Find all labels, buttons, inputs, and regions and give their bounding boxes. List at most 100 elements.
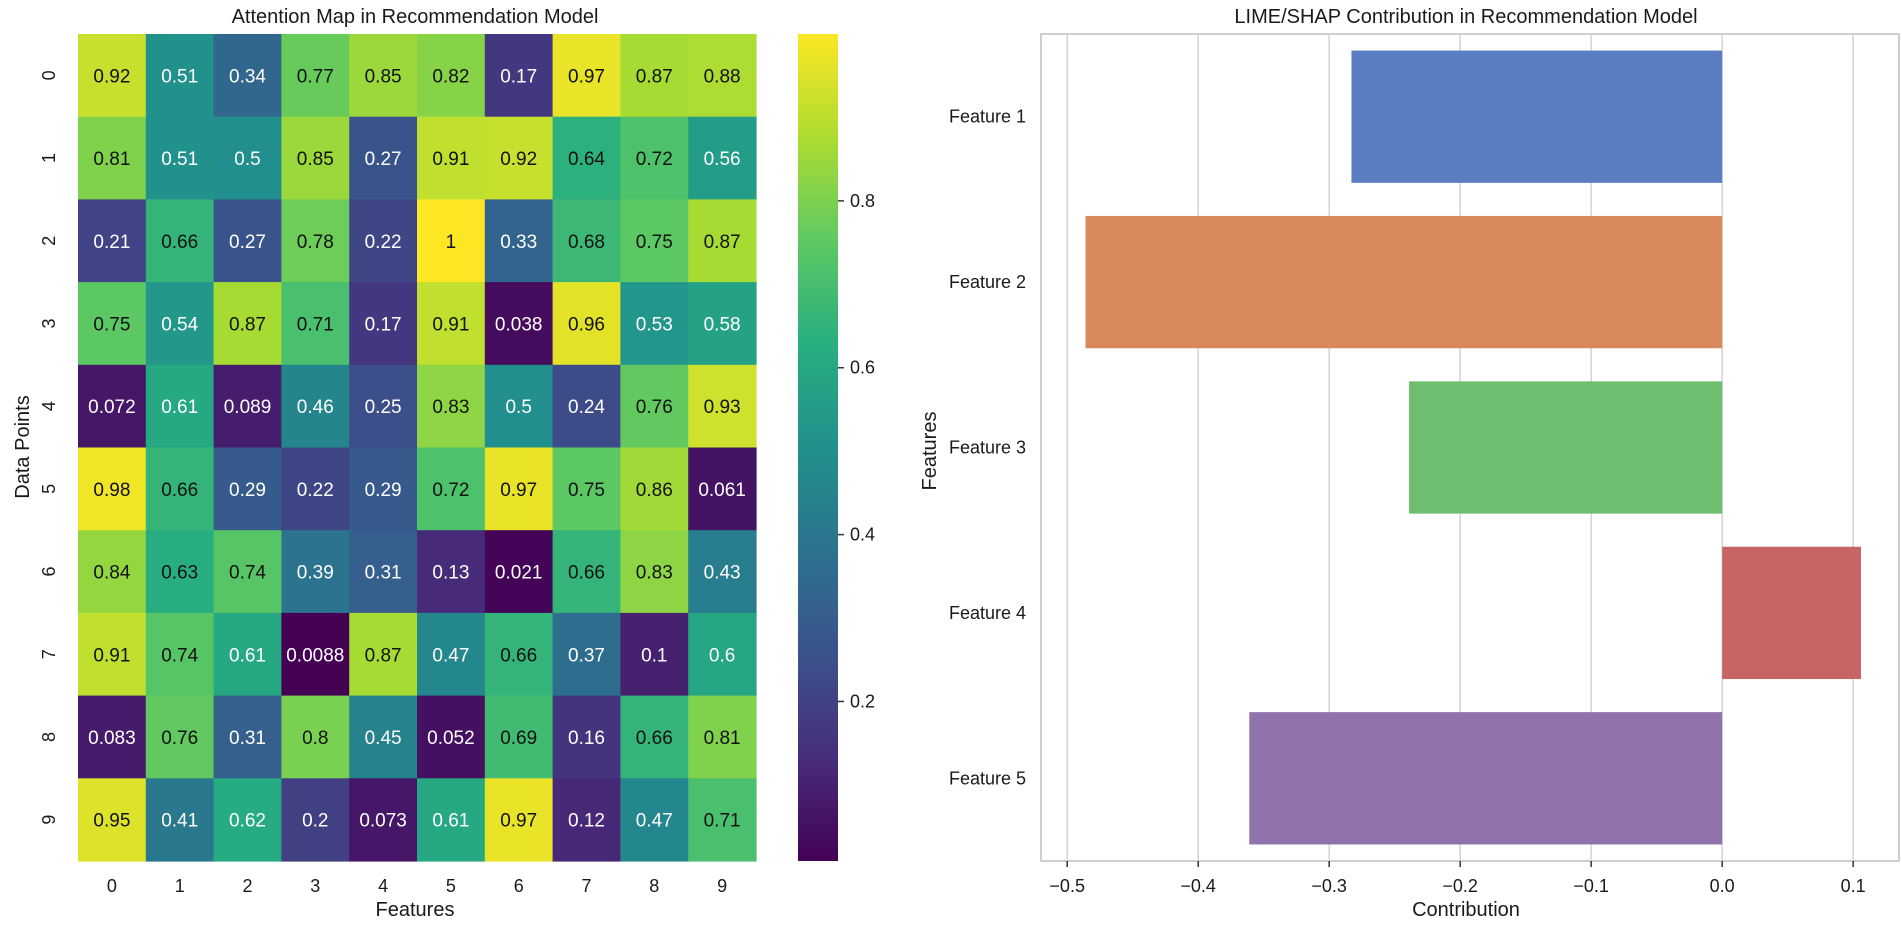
heatmap-cell-label: 0.5 bbox=[505, 397, 531, 418]
heatmap-cell bbox=[213, 530, 282, 614]
heatmap-cell-label: 0.13 bbox=[432, 563, 469, 584]
heatmap-y-tick-label: 9 bbox=[39, 815, 59, 825]
heatmap-cell bbox=[417, 447, 486, 531]
heatmap-cell bbox=[552, 447, 621, 531]
heatmap-cell-label: 0.16 bbox=[568, 728, 605, 749]
heatmap-cell bbox=[349, 34, 418, 118]
heatmap-y-tick-label: 5 bbox=[39, 484, 59, 494]
heatmap-cell-label: 0.47 bbox=[432, 645, 469, 666]
heatmap-cell bbox=[688, 447, 757, 531]
heatmap-y-ticks: 0 1 2 3 4 5 6 7 8 9 bbox=[39, 70, 59, 824]
heatmap-cell-label: 0.58 bbox=[704, 314, 741, 335]
heatmap-cell-label: 0.86 bbox=[636, 480, 673, 501]
heatmap-cell-label: 0.81 bbox=[93, 149, 130, 170]
heatmap-cell-label: 0.83 bbox=[432, 397, 469, 418]
heatmap-cell-label: 0.061 bbox=[698, 480, 746, 501]
heatmap-cell bbox=[417, 612, 486, 697]
heatmap-cell bbox=[688, 778, 757, 862]
heatmap-cell bbox=[281, 282, 350, 366]
heatmap-cell-label: 0.87 bbox=[704, 232, 741, 253]
heatmap-cell bbox=[281, 199, 350, 283]
heatmap-cell bbox=[349, 116, 418, 200]
heatmap-cell-label: 0.6 bbox=[709, 645, 735, 666]
heatmap-cell bbox=[552, 116, 621, 200]
heatmap-cell-label: 0.61 bbox=[432, 811, 469, 832]
heatmap-cell-label: 0.83 bbox=[636, 563, 673, 584]
colorbar-gradient bbox=[798, 34, 838, 861]
heatmap-cell-label: 0.85 bbox=[365, 66, 402, 87]
heatmap-cell bbox=[484, 282, 554, 366]
heatmap-cell-label: 0.21 bbox=[93, 232, 130, 253]
heatmap-cell bbox=[620, 695, 689, 779]
heatmap-cell-label: 0.39 bbox=[297, 563, 334, 584]
heatmap-cell-label: 0.93 bbox=[704, 397, 741, 418]
heatmap-cell-label: 0.56 bbox=[704, 149, 741, 170]
heatmap-cell-label: 0.24 bbox=[568, 397, 605, 418]
heatmap-cell-label: 0.72 bbox=[636, 149, 673, 170]
heatmap-cell bbox=[620, 530, 689, 614]
heatmap-cell bbox=[552, 34, 621, 118]
heatmap-cell-label: 0.37 bbox=[568, 645, 605, 666]
heatmap-cell-label: 0.92 bbox=[500, 149, 537, 170]
bar-chart-x-tick-label: −0.2 bbox=[1442, 876, 1478, 896]
heatmap-cell bbox=[688, 612, 757, 697]
heatmap-cell-label: 0.84 bbox=[93, 563, 130, 584]
heatmap-x-tick-label: 9 bbox=[717, 876, 727, 896]
heatmap-cell-label: 0.88 bbox=[704, 66, 741, 87]
heatmap-x-tick-label: 1 bbox=[175, 876, 185, 896]
colorbar-tick-label: 0.4 bbox=[850, 525, 875, 545]
heatmap-cell-label: 0.22 bbox=[365, 232, 402, 253]
bar-chart-y-tick-label: Feature 4 bbox=[949, 603, 1026, 623]
heatmap-cell-label: 0.91 bbox=[93, 645, 130, 666]
colorbar: 0.2 0.4 0.6 0.8 bbox=[798, 34, 875, 861]
heatmap-x-tick-label: 6 bbox=[514, 876, 524, 896]
bar-chart-x-tick-label: −0.4 bbox=[1180, 876, 1216, 896]
bar-chart-x-tick-label: 0.0 bbox=[1710, 876, 1735, 896]
heatmap-cell-label: 0.53 bbox=[636, 314, 673, 335]
heatmap-cell bbox=[281, 364, 350, 449]
heatmap-cell bbox=[78, 116, 147, 200]
heatmap-cell bbox=[281, 612, 350, 697]
heatmap-cell bbox=[484, 447, 554, 531]
heatmap-cell bbox=[213, 364, 282, 449]
heatmap-cell-label: 0.74 bbox=[229, 563, 266, 584]
heatmap-cell bbox=[213, 34, 282, 118]
heatmap-cell bbox=[78, 364, 147, 449]
heatmap-cell-label: 0.31 bbox=[229, 728, 266, 749]
heatmap-cell-label: 0.17 bbox=[500, 66, 537, 87]
heatmap-cell bbox=[484, 778, 554, 862]
heatmap-cell-label: 0.87 bbox=[229, 314, 266, 335]
heatmap-cell bbox=[281, 695, 350, 779]
heatmap-cell bbox=[552, 199, 621, 283]
heatmap-cell bbox=[688, 282, 757, 366]
heatmap-cell bbox=[349, 199, 418, 283]
heatmap-x-tick-label: 2 bbox=[242, 876, 252, 896]
heatmap-cell-label: 0.1 bbox=[641, 645, 667, 666]
heatmap-cell-label: 0.31 bbox=[365, 563, 402, 584]
heatmap-x-ticks: 0 1 2 3 4 5 6 7 8 9 bbox=[107, 876, 727, 896]
heatmap-cell-label: 0.97 bbox=[568, 66, 605, 87]
heatmap-cell bbox=[552, 612, 621, 697]
heatmap-panel: Attention Map in Recommendation Model 0.… bbox=[12, 6, 757, 921]
heatmap-x-label: Features bbox=[376, 899, 455, 921]
heatmap-cell bbox=[145, 282, 215, 366]
heatmap-cell bbox=[620, 612, 689, 697]
bar-chart-y-ticks: Feature 1 Feature 2 Feature 3 Feature 4 Feat… bbox=[949, 107, 1026, 789]
bar-chart-y-label: Features bbox=[919, 412, 941, 491]
heatmap-cell bbox=[145, 695, 215, 779]
heatmap-cell-label: 0.91 bbox=[432, 149, 469, 170]
heatmap-cell bbox=[78, 282, 147, 366]
heatmap-cell bbox=[620, 778, 689, 862]
heatmap-y-tick-label: 0 bbox=[39, 70, 59, 80]
heatmap-cell bbox=[417, 364, 486, 449]
heatmap-cell-label: 0.81 bbox=[704, 728, 741, 749]
heatmap-cell-label: 0.17 bbox=[365, 314, 402, 335]
heatmap-x-tick-label: 4 bbox=[378, 876, 388, 896]
heatmap-cell-label: 0.8 bbox=[302, 728, 328, 749]
heatmap-cell bbox=[688, 34, 757, 118]
heatmap-cell-label: 0.073 bbox=[359, 811, 407, 832]
heatmap-cell-label: 0.77 bbox=[297, 66, 334, 87]
heatmap-cell bbox=[620, 34, 689, 118]
heatmap-cell-label: 0.038 bbox=[495, 314, 543, 335]
heatmap-x-tick-label: 3 bbox=[310, 876, 320, 896]
